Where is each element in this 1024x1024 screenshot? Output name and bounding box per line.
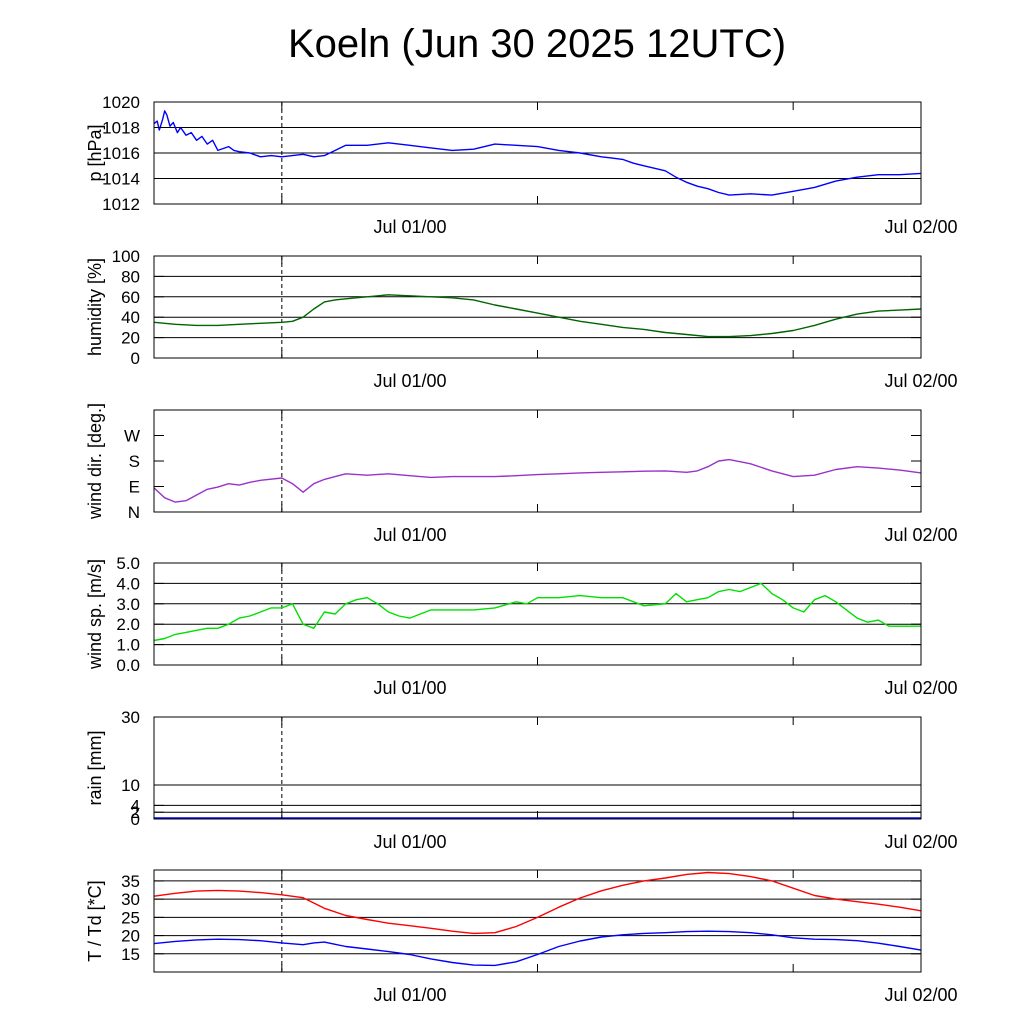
chart-title: Koeln (Jun 30 2025 12UTC) [287, 22, 787, 66]
pressure-xtick-label: Jul 01/00 [373, 217, 446, 237]
temperature-frame [153, 869, 922, 973]
rain-xtick-label: Jul 01/00 [373, 832, 446, 852]
temperature-series-line [153, 930, 922, 967]
temperature-series-line [153, 871, 922, 935]
rain-ytick-label: 2 [131, 803, 140, 822]
rain-frame [153, 716, 922, 820]
wind_speed-series-line [153, 582, 921, 642]
temperature-ytick-label: 15 [121, 945, 140, 964]
wind_speed-ytick-label: 0.0 [116, 656, 140, 675]
pressure-ytick-label: 1020 [102, 93, 140, 112]
temperature-xtick-label: Jul 01/00 [373, 985, 446, 1005]
pressure-xtick-label: Jul 02/00 [884, 217, 957, 237]
wind_direction-xtick-label: Jul 01/00 [373, 525, 446, 545]
wind_direction-series-line [153, 458, 922, 503]
wind_direction-ytick-label: W [124, 427, 140, 446]
humidity-ytick-label: 20 [121, 329, 140, 348]
temperature-ytick-label: 20 [121, 927, 140, 946]
rain-axis-label: rain [mm] [85, 730, 105, 805]
pressure-axis-label: p [hPa] [85, 124, 105, 181]
pressure-ytick-label: 1018 [102, 119, 140, 138]
rain-ytick-label: 10 [121, 776, 140, 795]
wind_speed-ytick-label: 2.0 [116, 615, 140, 634]
humidity-xtick-label: Jul 02/00 [884, 371, 957, 391]
humidity-ytick-label: 0 [131, 349, 140, 368]
humidity-xtick-label: Jul 01/00 [373, 371, 446, 391]
pressure-ytick-label: 1016 [102, 144, 140, 163]
wind_speed-ytick-label: 4.0 [116, 574, 140, 593]
wind_direction-ytick-label: E [129, 478, 140, 497]
humidity-ytick-label: 100 [112, 247, 140, 266]
temperature-ytick-label: 25 [121, 908, 140, 927]
rain-ytick-label: 30 [121, 708, 140, 727]
pressure-series-line [153, 110, 922, 196]
wind_direction-ytick-label: S [129, 452, 140, 471]
temperature-ytick-label: 35 [121, 872, 140, 891]
pressure-ytick-label: 1012 [102, 195, 140, 214]
temperature-axis-label: T / Td [*C] [85, 880, 105, 961]
wind_speed-frame [153, 562, 922, 666]
pressure-ytick-label: 1014 [102, 170, 140, 189]
wind_speed-ytick-label: 1.0 [116, 636, 140, 655]
humidity-axis-label: humidity [%] [85, 258, 105, 356]
humidity-ytick-label: 80 [121, 267, 140, 286]
humidity-frame [153, 255, 922, 359]
wind_speed-xtick-label: Jul 02/00 [884, 678, 957, 698]
wind_speed-axis-label: wind sp. [m/s] [85, 559, 105, 670]
temperature-ytick-label: 30 [121, 890, 140, 909]
rain-ytick-label: 0 [131, 810, 140, 829]
humidity-ytick-label: 60 [121, 288, 140, 307]
rain-ytick-label: 4 [131, 796, 140, 815]
wind_direction-ytick-label: N [128, 503, 140, 522]
wind_speed-ytick-label: 3.0 [116, 595, 140, 614]
temperature-xtick-label: Jul 02/00 [884, 985, 957, 1005]
wind_speed-ytick-label: 5.0 [116, 554, 140, 573]
rain-xtick-label: Jul 02/00 [884, 832, 957, 852]
wind_speed-xtick-label: Jul 01/00 [373, 678, 446, 698]
humidity-series-line [153, 294, 922, 338]
humidity-ytick-label: 40 [121, 308, 140, 327]
wind_direction-xtick-label: Jul 02/00 [884, 525, 957, 545]
wind_direction-frame [153, 409, 922, 513]
wind_direction-axis-label: wind dir. [deg.] [85, 403, 105, 520]
